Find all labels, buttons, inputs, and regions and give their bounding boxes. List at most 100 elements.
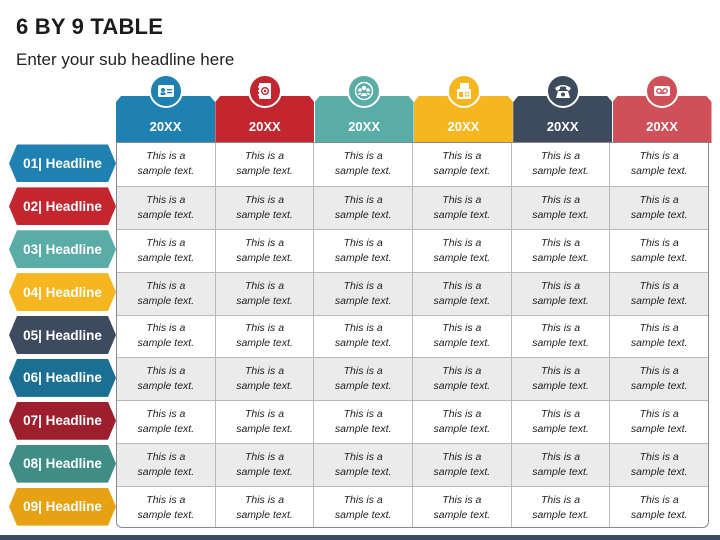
cell-text-line1: This is a [442, 279, 482, 292]
table-cell: This is a sample text. [510, 401, 610, 444]
cell-text-line2: sample text. [433, 380, 491, 393]
cell-text-line2: sample text. [334, 508, 392, 521]
table-cell: This is a sample text. [313, 358, 412, 401]
cell-text-line1: This is a [639, 279, 679, 292]
row-header-8: 08| Headline [9, 444, 116, 483]
row-header-6: 06| Headline [9, 358, 116, 397]
cell-text-line1: This is a [343, 150, 383, 163]
cell-text-line2: sample text. [137, 165, 195, 178]
row-header-label: 07| Headline [23, 413, 102, 429]
group-icon [347, 74, 382, 108]
cell-text-line2: sample text. [532, 423, 589, 436]
table-cell: This is a sample text. [117, 401, 215, 443]
cell-text-line2: sample text. [433, 508, 491, 521]
data-table: This is a sample text. This is a sample tex… [116, 142, 709, 528]
cell-text-line1: This is a [540, 365, 581, 378]
cell-text-line2: sample text. [532, 294, 589, 307]
cell-text-line2: sample text. [236, 251, 293, 264]
table-cell: This is a sample text. [412, 272, 511, 315]
cell-text-line2: sample text. [532, 337, 589, 350]
page-subtitle: Enter your sub headline here [16, 50, 235, 69]
cell-text-line1: This is a [244, 365, 285, 378]
cell-text-line2: sample text. [532, 466, 589, 479]
table-cell: This is a sample text. [117, 187, 215, 229]
row-header-5: 05| Headline [9, 316, 116, 354]
cell-text-line2: sample text. [334, 208, 392, 221]
cell-text-line1: This is a [244, 193, 285, 206]
cell-text-line2: sample text. [532, 251, 589, 264]
cell-text-line2: sample text. [137, 208, 195, 221]
row-header-label: 06| Headline [23, 370, 102, 386]
cell-text-line1: This is a [639, 493, 679, 506]
cell-text-line2: sample text. [630, 508, 688, 521]
cell-text-line2: sample text. [137, 380, 195, 393]
cell-text-line1: This is a [343, 322, 383, 335]
table-cell: This is a sample text. [214, 315, 314, 358]
table-row: This is a sample text. This is a sample tex… [117, 185, 708, 229]
table-cell: This is a sample text. [412, 444, 511, 486]
cell-text-line1: This is a [146, 493, 186, 506]
table-cell: This is a sample text. [609, 444, 708, 486]
table-cell: This is a sample text. [510, 272, 610, 315]
cell-text-line2: sample text. [137, 423, 195, 436]
cell-text-line1: This is a [639, 150, 679, 163]
table-cell: This is a sample text. [214, 487, 314, 527]
row-header-7: 07| Headline [9, 401, 116, 440]
table-cell: This is a sample text. [609, 315, 708, 358]
cell-text-line1: This is a [244, 408, 285, 421]
row-header-2: 02| Headline [9, 187, 116, 226]
cell-text-line1: This is a [146, 365, 186, 378]
table-cell: This is a sample text. [510, 143, 610, 186]
cell-text-line1: This is a [442, 408, 482, 421]
table-cell: This is a sample text. [313, 315, 412, 358]
cell-text-line1: This is a [540, 408, 581, 421]
cell-text-line1: This is a [442, 451, 482, 464]
table-cell: This is a sample text. [117, 316, 215, 358]
cell-text-line1: This is a [639, 451, 679, 464]
cell-text-line1: This is a [639, 236, 679, 249]
cell-text-line1: This is a [244, 150, 285, 163]
table-cell: This is a sample text. [313, 143, 412, 186]
cell-text-line2: sample text. [630, 208, 688, 221]
cell-text-line1: This is a [343, 279, 383, 292]
cell-text-line1: This is a [639, 322, 679, 335]
table-cell: This is a sample text. [117, 273, 215, 315]
cell-text-line1: This is a [244, 451, 285, 464]
cell-text-line2: sample text. [137, 508, 195, 521]
cell-text-line1: This is a [146, 193, 186, 206]
table-row: This is a sample text. This is a sample tex… [117, 314, 708, 358]
cell-text-line2: sample text. [630, 165, 688, 178]
table-row: This is a sample text. This is a sample tex… [117, 400, 708, 444]
fax-icon [446, 74, 481, 108]
cell-text-line2: sample text. [532, 508, 589, 521]
table-cell: This is a sample text. [412, 401, 511, 444]
cell-text-line1: This is a [540, 322, 581, 335]
cell-text-line2: sample text. [433, 251, 491, 264]
cell-text-line2: sample text. [236, 423, 293, 436]
cell-text-line2: sample text. [630, 423, 688, 436]
cell-text-line1: This is a [442, 150, 482, 163]
cell-text-line1: This is a [146, 150, 186, 163]
cell-text-line2: sample text. [334, 466, 392, 479]
cell-text-line2: sample text. [532, 165, 589, 178]
cell-text-line1: This is a [146, 279, 186, 292]
cell-text-line2: sample text. [630, 337, 688, 350]
cell-text-line1: This is a [540, 451, 581, 464]
cell-text-line1: This is a [244, 236, 285, 249]
cell-text-line1: This is a [146, 236, 186, 249]
cell-text-line1: This is a [639, 408, 679, 421]
cell-text-line2: sample text. [630, 294, 688, 307]
column-header-label: 20XX [447, 119, 480, 134]
cell-text-line1: This is a [244, 322, 285, 335]
cell-text-line2: sample text. [236, 294, 293, 307]
cell-text-line1: This is a [343, 451, 383, 464]
table-cell: This is a sample text. [117, 143, 215, 186]
table-cell: This is a sample text. [117, 358, 215, 400]
table-cell: This is a sample text. [313, 401, 412, 444]
row-header-label: 04| Headline [23, 284, 102, 300]
table-cell: This is a sample text. [412, 487, 511, 527]
address-book-icon [247, 74, 282, 108]
row-header-4: 04| Headline [9, 273, 116, 312]
cell-text-line2: sample text. [433, 165, 491, 178]
table-cell: This is a sample text. [117, 487, 215, 527]
